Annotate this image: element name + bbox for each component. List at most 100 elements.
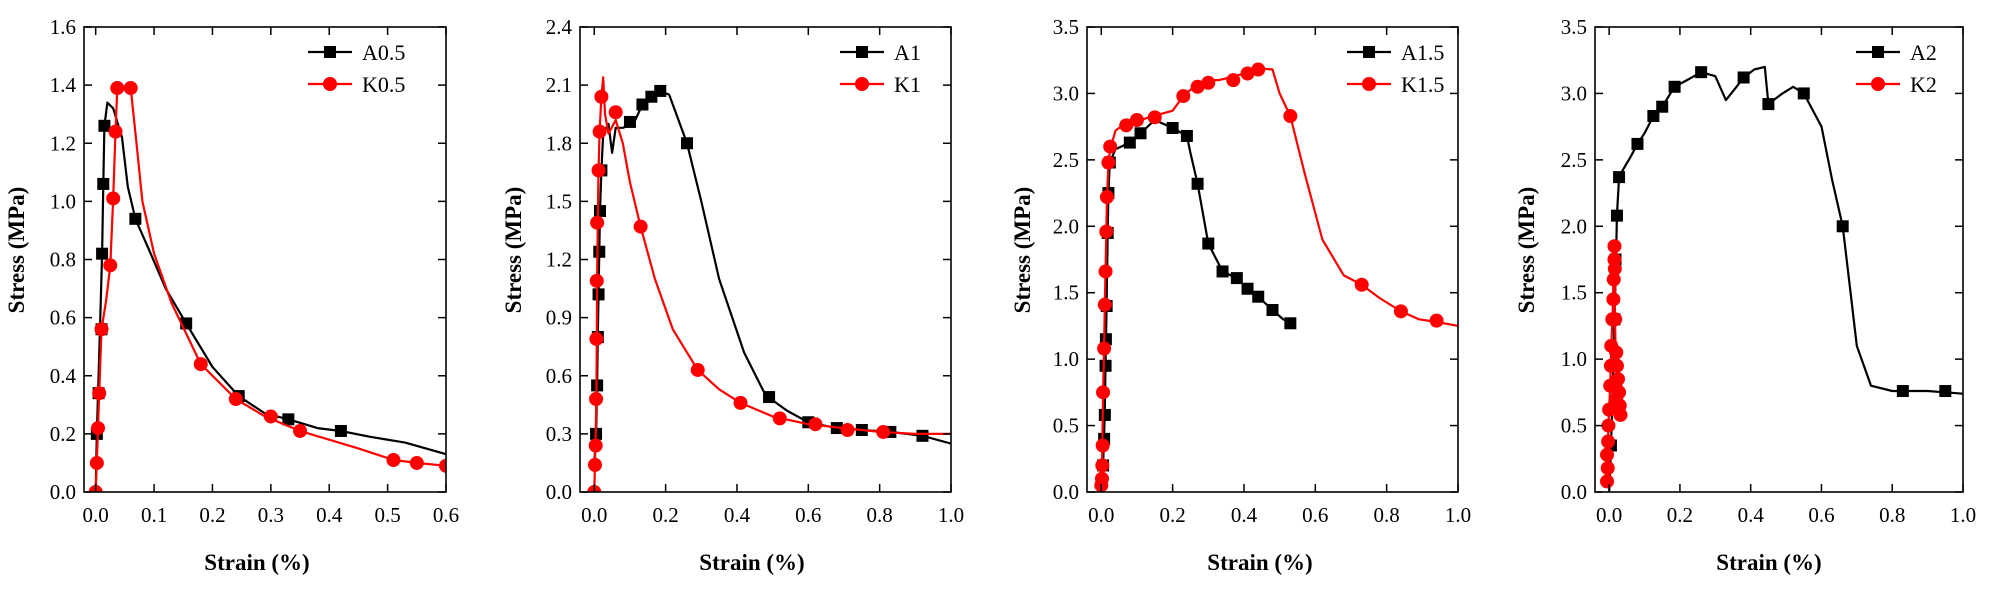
data-point	[1737, 71, 1750, 84]
plot-frame	[1594, 26, 1964, 493]
y-axis-title: Stress (MPa)	[1010, 187, 1035, 314]
x-tick-label: 0.6	[433, 503, 459, 527]
data-point	[1393, 304, 1408, 319]
data-point	[1601, 434, 1616, 449]
data-point	[94, 322, 109, 337]
data-point	[763, 391, 776, 404]
data-point	[1098, 264, 1113, 279]
data-point	[1939, 385, 1952, 398]
data-point	[681, 137, 694, 150]
data-point	[1609, 392, 1624, 406]
data-point	[592, 124, 607, 139]
data-point	[654, 84, 667, 97]
y-tick-label: 0.6	[546, 364, 572, 388]
x-tick-label: 0.6	[795, 503, 821, 527]
data-point	[1226, 73, 1241, 88]
y-tick-label: 1.4	[50, 73, 77, 97]
y-tick-label: 0.8	[50, 248, 76, 272]
data-point	[91, 421, 106, 436]
x-tick-label: 0.2	[652, 503, 678, 527]
data-point	[1606, 272, 1621, 287]
data-point	[1601, 418, 1616, 433]
data-point	[1099, 190, 1114, 205]
data-point	[1240, 66, 1255, 81]
x-tick-label: 0.8	[867, 503, 893, 527]
data-point	[690, 362, 705, 377]
x-tick-label: 0.4	[1738, 503, 1765, 527]
legend-marker	[324, 46, 336, 58]
y-tick-label: 2.0	[1561, 214, 1587, 238]
data-point	[608, 105, 623, 120]
data-point	[1608, 378, 1623, 393]
data-point	[623, 115, 636, 128]
data-point	[1631, 137, 1644, 150]
y-tick-label: 3.0	[1561, 81, 1587, 105]
data-point	[592, 288, 605, 301]
y-tick-label: 0.2	[50, 422, 76, 446]
chart-panel-1: Strain (%) Stress (MPa) 0.0 0.1 0.2 0.3 0.4 0…	[4, 15, 459, 575]
y-tick-label: 1.0	[1053, 347, 1079, 371]
data-point	[1251, 62, 1266, 77]
y-tick-label: 1.6	[50, 15, 76, 39]
data-point	[1099, 224, 1114, 239]
data-point	[1608, 312, 1623, 327]
data-point	[1896, 385, 1909, 398]
legend-label-A2: A2	[1910, 40, 1937, 65]
y-axis-title: Stress (MPa)	[1514, 187, 1539, 314]
data-point	[1216, 265, 1229, 278]
data-point	[916, 429, 929, 442]
series-A1.5	[1097, 118, 1297, 492]
plot-frame	[1086, 26, 1459, 493]
data-point	[1266, 303, 1279, 316]
data-point	[1252, 290, 1265, 303]
data-point	[1613, 407, 1628, 422]
x-tick-label: 0.4	[316, 503, 343, 527]
series-line	[94, 101, 446, 492]
data-point	[594, 89, 609, 104]
x-tick-label: 1.0	[1950, 503, 1976, 527]
series-A2	[1604, 65, 1963, 492]
legend: A1.5 K1.5	[1347, 40, 1444, 97]
data-point	[193, 357, 208, 372]
x-tick-label: 0.2	[1159, 503, 1185, 527]
data-point	[589, 331, 604, 346]
y-tick-label: 0.5	[1561, 414, 1587, 438]
data-point	[1610, 209, 1623, 222]
series-line	[593, 76, 951, 492]
x-tick-label: 0.5	[374, 503, 400, 527]
x-tick-label: 0.2	[199, 503, 225, 527]
y-tick-label: 0.0	[1053, 480, 1079, 504]
data-point	[1147, 110, 1162, 125]
data-point	[1098, 408, 1111, 421]
data-point	[1602, 402, 1617, 417]
data-point	[1201, 75, 1216, 90]
data-point	[98, 119, 111, 132]
series-K1.5	[1094, 62, 1458, 492]
data-point	[1097, 341, 1112, 356]
legend-marker	[1872, 46, 1884, 58]
legend-marker	[323, 77, 337, 91]
data-point	[1097, 297, 1112, 312]
data-point	[1762, 98, 1775, 111]
data-point	[228, 392, 243, 406]
chart-panel-3: Strain (%) Stress (MPa) 0.0 0.2 0.4 0.6 0.8 1…	[1010, 15, 1471, 575]
data-point	[1283, 109, 1298, 124]
y-axis-title: Stress (MPa)	[4, 187, 29, 314]
x-tick-label: 1.0	[1445, 503, 1471, 527]
y-tick-label: 0.0	[50, 480, 76, 504]
x-axis-title: Strain (%)	[204, 550, 309, 575]
data-point	[409, 455, 424, 470]
y-tick-label: 0.4	[50, 364, 77, 388]
series-K1	[587, 76, 951, 492]
data-point	[1607, 261, 1622, 276]
data-point	[89, 455, 104, 470]
data-point	[263, 409, 278, 424]
data-point	[840, 423, 855, 437]
chart-panel-2: Strain (%) Stress (MPa) 0.0 0.2 0.4 0.6 0.8 1…	[501, 15, 964, 575]
x-axis-title: Strain (%)	[1207, 550, 1312, 575]
data-point	[1166, 121, 1179, 134]
x-tick-label: 0.4	[724, 503, 751, 527]
series-K0.5	[88, 81, 446, 492]
